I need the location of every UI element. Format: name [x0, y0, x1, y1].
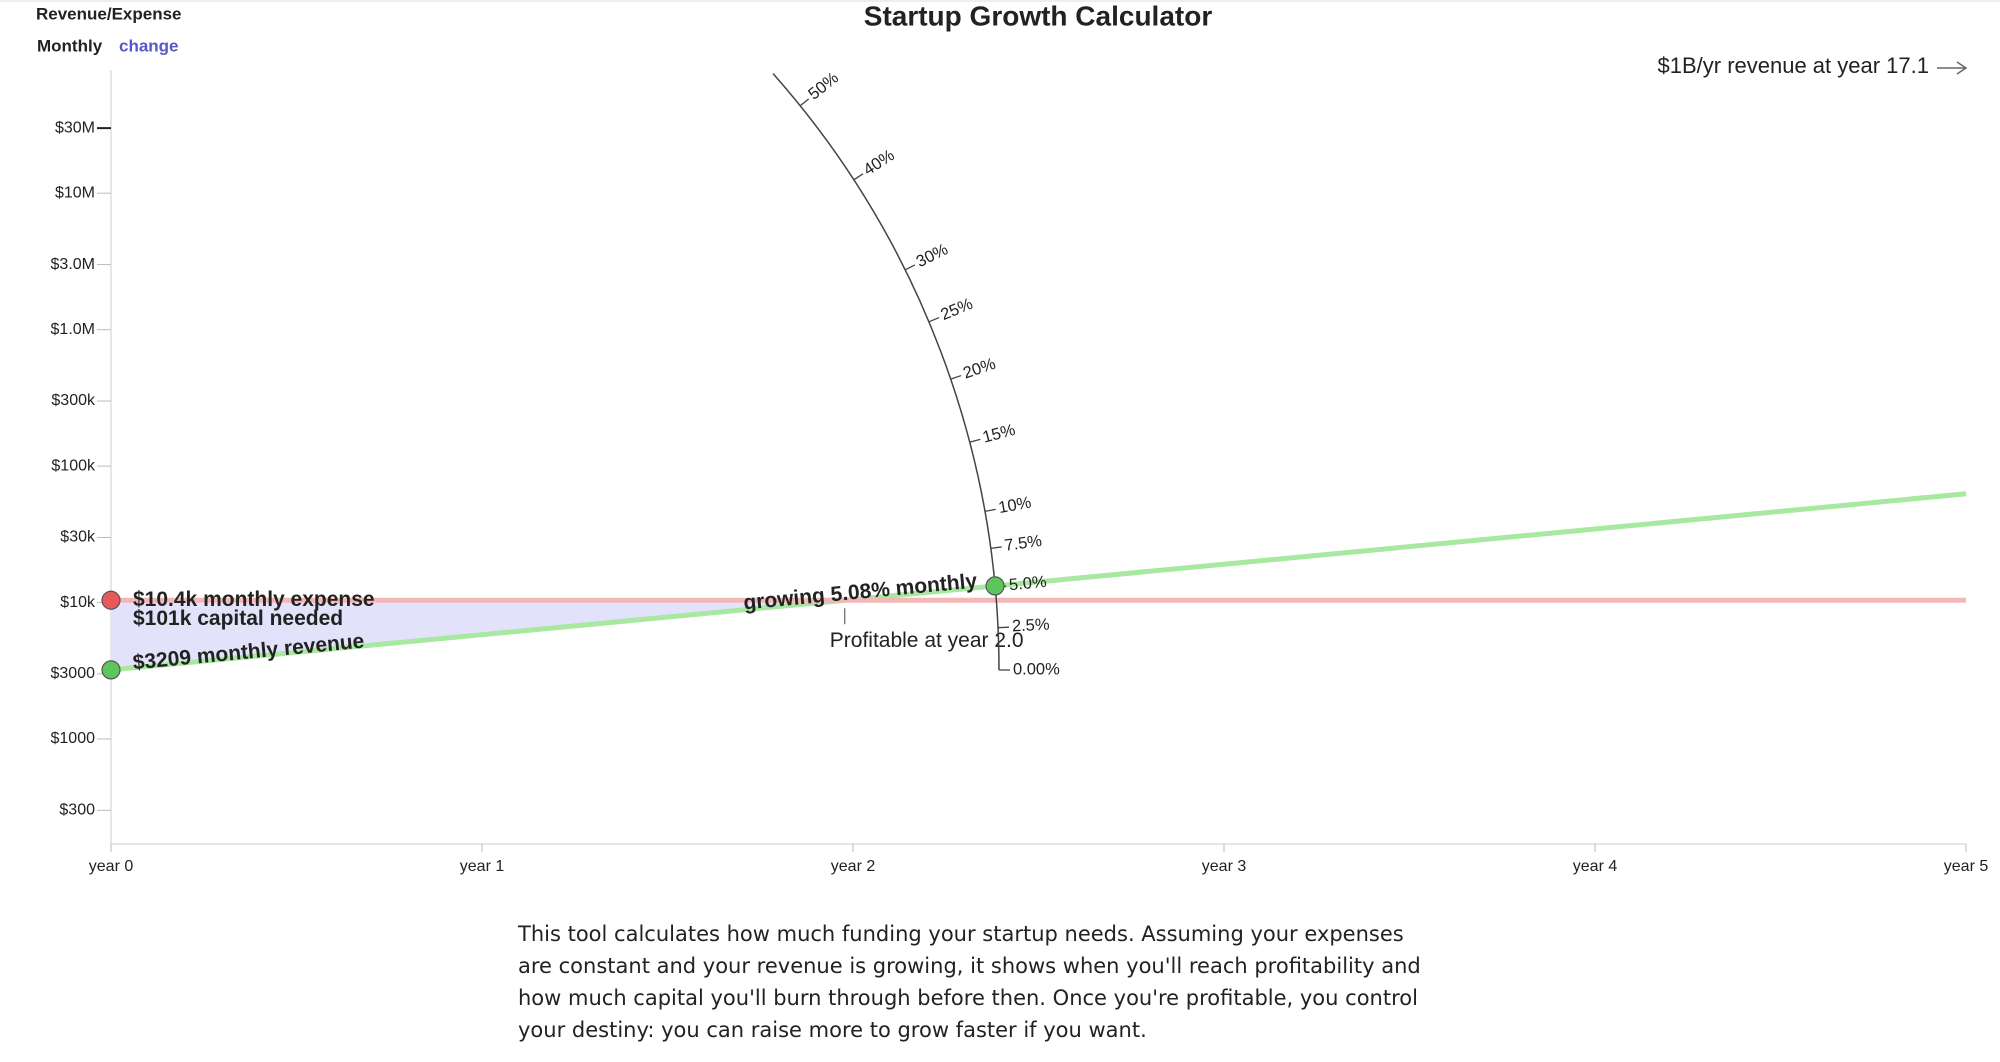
- dial-tick-label: 50%: [805, 69, 842, 104]
- dial-tick: [799, 98, 810, 107]
- x-tick-label: year 4: [1573, 858, 1618, 875]
- y-tick-label: $3000: [51, 665, 96, 682]
- dial-tick-label: 5.0%: [1008, 573, 1047, 594]
- period: Monthly: [37, 36, 103, 55]
- y-tick-label: $300: [59, 802, 95, 819]
- description: This tool calculates how much funding yo…: [518, 922, 1421, 1042]
- x-tick-label: year 2: [831, 858, 876, 875]
- dial-tick-label: 40%: [860, 146, 898, 179]
- dial-tick: [969, 438, 981, 443]
- dial-tick-label: 30%: [913, 240, 951, 271]
- knob: [101, 660, 121, 680]
- dial-tick-label: 7.5%: [1003, 532, 1043, 555]
- arrow: [1937, 61, 1968, 75]
- expense-label: $10.4k monthly expense: [133, 588, 375, 611]
- dial-tick: [990, 546, 1002, 550]
- y-tick-label: $30k: [60, 529, 96, 546]
- dial-tick: [853, 173, 864, 181]
- chart-title: Startup Growth Calculator: [864, 0, 1213, 31]
- dial-tick: [997, 626, 1010, 629]
- dial-tick-label: 2.5%: [1012, 616, 1051, 636]
- y-axis-label: Revenue/Expense: [36, 4, 182, 23]
- knob: [985, 576, 1005, 596]
- billion-note: $1B/yr revenue at year 17.1: [1658, 53, 1930, 78]
- y-tick-label: $1.0M: [51, 321, 95, 338]
- dial-tick-label: 25%: [938, 295, 976, 325]
- y-tick-label: $30M: [55, 119, 95, 136]
- x-tick-label: year 0: [89, 858, 134, 875]
- y-tick-label: $300k: [51, 392, 96, 409]
- y-tick-label: $10k: [60, 594, 96, 611]
- y-tick-label: $100k: [51, 457, 96, 474]
- capital-label: $101k capital needed: [133, 607, 343, 630]
- dial-tick: [904, 264, 916, 271]
- x-tick-label: year 1: [460, 858, 505, 875]
- series-line: [110, 491, 1967, 673]
- x-tick-label: year 3: [1202, 858, 1247, 875]
- dial-tick-label: 0.00%: [1013, 660, 1060, 678]
- profit-label: Profitable at year 2.0: [830, 629, 1024, 652]
- dial-tick-label: 15%: [981, 421, 1018, 447]
- dial-tick: [928, 316, 940, 323]
- dial-tick: [984, 508, 996, 512]
- growth-label: growing 5.08% monthly: [742, 569, 978, 614]
- x-tick-label: year 5: [1944, 858, 1989, 875]
- dial-tick-label: 10%: [997, 493, 1033, 517]
- knob: [101, 590, 121, 610]
- y-tick-label: $1000: [51, 730, 96, 747]
- dial-tick: [950, 374, 962, 380]
- y-tick-label: $3.0M: [51, 256, 95, 273]
- change-link[interactable]: change: [119, 36, 179, 55]
- y-tick-label: $10M: [55, 184, 95, 201]
- dial-tick-label: 20%: [961, 355, 998, 383]
